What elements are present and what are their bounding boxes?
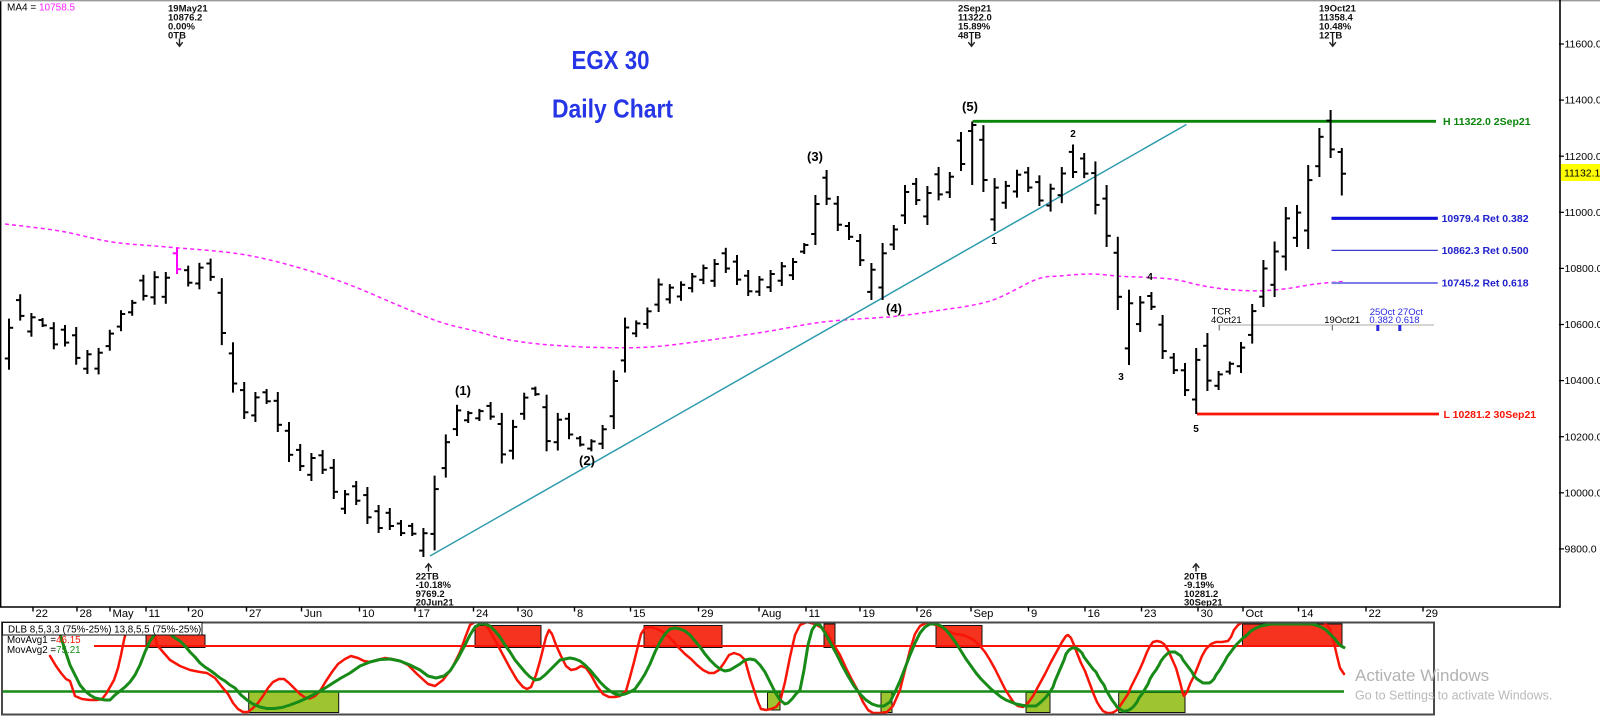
svg-text:Aug: Aug	[762, 608, 782, 620]
svg-text:-10.18%: -10.18%	[416, 580, 452, 591]
svg-text:30: 30	[1201, 608, 1213, 620]
svg-text:10000.0: 10000.0	[1565, 487, 1600, 499]
svg-text:11: 11	[809, 608, 821, 620]
svg-text:10876.2: 10876.2	[168, 12, 202, 23]
svg-text:(1): (1)	[455, 383, 471, 398]
svg-text:30: 30	[521, 608, 533, 620]
svg-text:9: 9	[1031, 608, 1037, 620]
svg-text:May: May	[113, 608, 135, 620]
svg-text:11322.0: 11322.0	[958, 12, 992, 23]
svg-text:11400.0: 11400.0	[1565, 95, 1600, 107]
svg-text:MovAvg2 =75.21: MovAvg2 =75.21	[7, 645, 81, 656]
svg-text:(4): (4)	[886, 301, 902, 316]
svg-text:29: 29	[1426, 608, 1438, 620]
svg-text:19: 19	[863, 608, 875, 620]
svg-text:10979.4 Ret 0.382: 10979.4 Ret 0.382	[1442, 213, 1529, 225]
svg-text:DLB 8,5,3,3 (75%-25%) 13,8,5,5: DLB 8,5,3,3 (75%-25%) 13,8,5,5 (75%-25%)	[8, 625, 201, 636]
svg-text:4: 4	[1147, 272, 1153, 283]
svg-text:19Oct21: 19Oct21	[1319, 3, 1357, 14]
svg-text:20TB: 20TB	[1184, 571, 1207, 582]
svg-text:10: 10	[362, 608, 374, 620]
svg-text:4Oct21: 4Oct21	[1211, 315, 1242, 326]
svg-text:10400.0: 10400.0	[1565, 375, 1600, 387]
svg-text:11000.0: 11000.0	[1565, 207, 1600, 219]
svg-text:Sep: Sep	[974, 608, 994, 620]
svg-text:10281.2: 10281.2	[1184, 589, 1218, 600]
svg-text:0.382 0.618: 0.382 0.618	[1369, 315, 1419, 326]
svg-text:22: 22	[36, 608, 48, 620]
svg-text:14: 14	[1301, 608, 1313, 620]
svg-text:15: 15	[633, 608, 645, 620]
svg-text:11358.4: 11358.4	[1319, 12, 1354, 23]
svg-text:8: 8	[577, 608, 583, 620]
svg-text:12TB: 12TB	[1319, 30, 1342, 41]
svg-text:Go to Settings to activate Win: Go to Settings to activate Windows.	[1355, 689, 1552, 703]
svg-text:-9.19%: -9.19%	[1184, 580, 1215, 591]
svg-text:11200.0: 11200.0	[1565, 151, 1600, 163]
svg-text:10862.3 Ret 0.500: 10862.3 Ret 0.500	[1442, 245, 1529, 257]
svg-text:0TB: 0TB	[168, 30, 186, 41]
svg-text:EGX 30: EGX 30	[572, 45, 650, 75]
svg-text:20Jun21: 20Jun21	[416, 598, 455, 609]
svg-text:MA4 = 10758.5: MA4 = 10758.5	[7, 3, 76, 14]
svg-text:9769.2: 9769.2	[416, 589, 445, 600]
svg-text:3: 3	[1118, 372, 1124, 383]
svg-text:TCR: TCR	[1212, 307, 1232, 318]
svg-text:24: 24	[476, 608, 488, 620]
svg-text:MovAvg1 =46.15: MovAvg1 =46.15	[7, 635, 81, 646]
svg-text:9800.0: 9800.0	[1565, 544, 1597, 556]
svg-text:19Oct21: 19Oct21	[1324, 315, 1360, 326]
svg-text:27: 27	[249, 608, 261, 620]
svg-text:20: 20	[191, 608, 203, 620]
svg-text:11132.1: 11132.1	[1564, 168, 1600, 180]
svg-text:22TB: 22TB	[416, 571, 439, 582]
svg-text:16: 16	[1088, 608, 1100, 620]
svg-text:2: 2	[1070, 129, 1076, 140]
svg-text:(5): (5)	[962, 99, 978, 114]
svg-text:10745.2 Ret 0.618: 10745.2 Ret 0.618	[1442, 278, 1529, 290]
svg-text:48TB: 48TB	[958, 30, 981, 41]
svg-text:26: 26	[920, 608, 932, 620]
svg-text:10200.0: 10200.0	[1565, 431, 1600, 443]
svg-text:30Sep21: 30Sep21	[1184, 598, 1223, 609]
svg-text:0.00%: 0.00%	[168, 21, 195, 32]
svg-text:11: 11	[149, 608, 161, 620]
svg-text:22: 22	[1369, 608, 1381, 620]
svg-text:5: 5	[1193, 424, 1199, 435]
svg-text:L 10281.2 30Sep21: L 10281.2 30Sep21	[1444, 409, 1537, 421]
svg-text:25Oct 27Oct: 25Oct 27Oct	[1370, 307, 1424, 318]
svg-text:23: 23	[1144, 608, 1156, 620]
svg-text:19May21: 19May21	[168, 3, 208, 14]
svg-text:Oct: Oct	[1246, 608, 1264, 620]
svg-text:1: 1	[991, 236, 997, 247]
svg-text:H 11322.0 2Sep21: H 11322.0 2Sep21	[1443, 116, 1531, 128]
svg-text:2Sep21: 2Sep21	[958, 3, 992, 14]
svg-text:10800.0: 10800.0	[1565, 263, 1600, 275]
svg-text:Activate Windows: Activate Windows	[1355, 666, 1489, 685]
svg-text:10600.0: 10600.0	[1565, 319, 1600, 331]
svg-text:Daily Chart: Daily Chart	[552, 94, 673, 124]
svg-text:Jun: Jun	[304, 608, 322, 620]
svg-text:(3): (3)	[807, 149, 823, 164]
svg-text:28: 28	[80, 608, 92, 620]
svg-text:29: 29	[701, 608, 713, 620]
svg-text:15.89%: 15.89%	[958, 21, 991, 32]
svg-text:10.48%: 10.48%	[1319, 21, 1352, 32]
svg-text:11600.0: 11600.0	[1565, 39, 1600, 51]
svg-text:17: 17	[418, 608, 430, 620]
svg-text:(2): (2)	[579, 453, 595, 468]
